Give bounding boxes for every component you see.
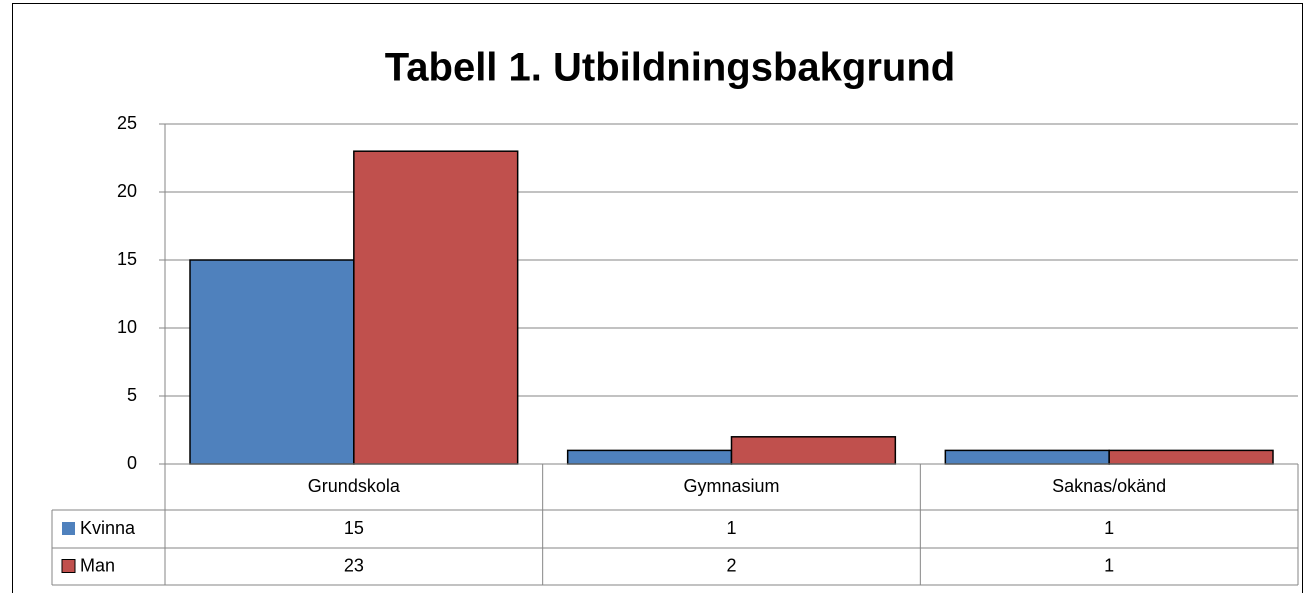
bar — [189, 259, 355, 465]
y-tick-label: 5 — [127, 385, 137, 405]
legend-key — [62, 522, 75, 535]
table-value: 15 — [344, 518, 364, 538]
table-value: 1 — [1104, 555, 1114, 575]
bar — [944, 449, 1110, 465]
legend-label: Man — [80, 555, 115, 575]
table-value: 23 — [344, 555, 364, 575]
bar — [1108, 449, 1274, 465]
y-tick-label: 10 — [117, 317, 137, 337]
legend-label: Kvinna — [80, 518, 136, 538]
y-tick-label: 25 — [117, 113, 137, 133]
x-tick-label: Grundskola — [308, 476, 401, 496]
legend-key — [61, 559, 76, 573]
x-tick-label: Saknas/okänd — [1052, 476, 1166, 496]
bar — [566, 449, 733, 465]
x-tick-label: Gymnasium — [683, 476, 779, 496]
y-tick-label: 15 — [117, 249, 137, 269]
chart-title: Tabell 1. Utbildningsbakgrund — [385, 46, 955, 90]
bar — [730, 436, 897, 465]
y-tick-label: 0 — [127, 453, 137, 473]
table-value: 1 — [726, 518, 736, 538]
bar — [353, 150, 519, 465]
table-value: 2 — [726, 555, 736, 575]
y-tick-label: 20 — [117, 181, 137, 201]
table-value: 1 — [1104, 518, 1114, 538]
